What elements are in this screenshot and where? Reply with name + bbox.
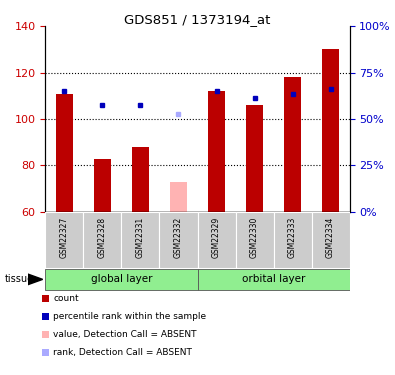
Text: GDS851 / 1373194_at: GDS851 / 1373194_at (124, 13, 271, 26)
Text: GSM22327: GSM22327 (60, 216, 69, 258)
Bar (198, 212, 235, 268)
Text: GSM22334: GSM22334 (326, 216, 335, 258)
Bar (56, 93, 73, 212)
Text: count: count (53, 294, 79, 303)
Text: tissue: tissue (5, 274, 34, 284)
Bar (198, 268, 350, 290)
Bar (42, 349, 49, 356)
Bar (322, 50, 339, 212)
Bar (45, 212, 83, 268)
Bar (42, 295, 49, 302)
Bar (45, 268, 198, 290)
Text: GSM22332: GSM22332 (174, 216, 183, 258)
Bar (83, 212, 122, 268)
Polygon shape (28, 274, 43, 285)
Bar (284, 77, 301, 212)
Text: value, Detection Call = ABSENT: value, Detection Call = ABSENT (53, 330, 197, 339)
Text: GSM22330: GSM22330 (250, 216, 259, 258)
Bar (246, 105, 263, 212)
Bar (94, 159, 111, 212)
Bar (160, 212, 198, 268)
Bar (42, 331, 49, 338)
Bar (170, 182, 187, 212)
Text: GSM22331: GSM22331 (136, 216, 145, 258)
Bar (312, 212, 350, 268)
Text: rank, Detection Call = ABSENT: rank, Detection Call = ABSENT (53, 348, 192, 357)
Text: GSM22329: GSM22329 (212, 216, 221, 258)
Text: percentile rank within the sample: percentile rank within the sample (53, 312, 207, 321)
Text: GSM22328: GSM22328 (98, 216, 107, 258)
Bar (208, 91, 225, 212)
Bar (132, 147, 149, 212)
Text: GSM22333: GSM22333 (288, 216, 297, 258)
Bar (122, 212, 160, 268)
Bar (273, 212, 312, 268)
Text: global layer: global layer (91, 274, 152, 284)
Bar (235, 212, 274, 268)
Bar (42, 313, 49, 320)
Text: orbital layer: orbital layer (242, 274, 305, 284)
